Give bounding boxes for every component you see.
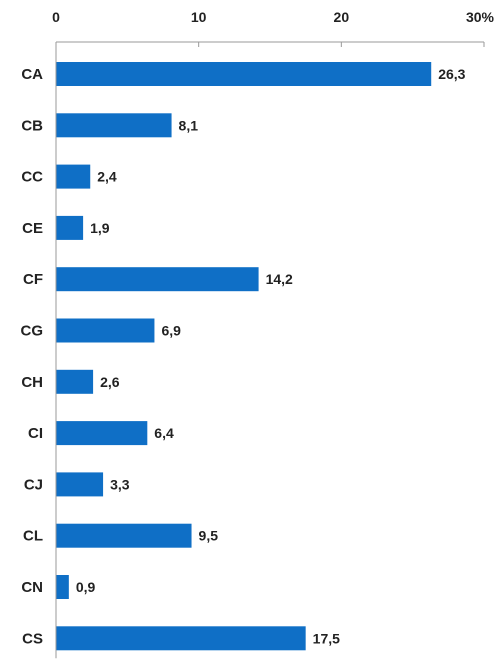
value-label-ci: 6,4 xyxy=(154,425,174,441)
axis-layer: 0 10 20 30% xyxy=(52,9,495,659)
value-label-cg: 6,9 xyxy=(161,323,181,339)
category-label-cf: CF xyxy=(23,271,43,288)
category-label-cl: CL xyxy=(23,528,43,545)
x-tick-label: 10 xyxy=(191,9,207,25)
value-label-ce: 1,9 xyxy=(90,220,110,236)
value-label-cb: 8,1 xyxy=(179,117,199,133)
bar-cc xyxy=(56,164,91,189)
bar-cb xyxy=(56,113,172,138)
value-label-cj: 3,3 xyxy=(110,476,130,492)
bar-ch xyxy=(56,369,94,394)
labels-layer: CA 26,3 CB 8,1 CC 2,4 CE 1,9 CF 14,2 CG 6,9 CH 2,6 CI 6… xyxy=(21,66,466,647)
category-label-cn: CN xyxy=(21,579,43,596)
bar-cs xyxy=(56,626,306,651)
bar-ci xyxy=(56,421,148,446)
bar-cj xyxy=(56,472,104,497)
x-tick-label: 30% xyxy=(466,9,495,25)
category-label-ca: CA xyxy=(21,66,43,83)
category-label-cg: CG xyxy=(21,323,44,340)
category-label-ci: CI xyxy=(28,425,43,442)
bar-ca xyxy=(56,62,432,86)
bar-ce xyxy=(56,215,84,240)
bar-cl xyxy=(56,523,192,548)
bar-cg xyxy=(56,318,155,343)
x-tick-label: 20 xyxy=(334,9,350,25)
category-label-cb: CB xyxy=(21,117,43,134)
value-label-ch: 2,6 xyxy=(100,374,120,390)
value-label-cn: 0,9 xyxy=(76,579,96,595)
category-label-ce: CE xyxy=(22,220,43,237)
bar-cf xyxy=(56,267,259,292)
category-label-cs: CS xyxy=(22,630,43,647)
value-label-ca: 26,3 xyxy=(438,66,465,82)
x-tick-label: 0 xyxy=(52,9,60,25)
bar-cn xyxy=(56,575,69,599)
category-label-cj: CJ xyxy=(24,476,43,493)
bars-layer xyxy=(56,62,432,651)
category-label-cc: CC xyxy=(21,169,43,186)
value-label-cc: 2,4 xyxy=(97,169,117,185)
value-label-cf: 14,2 xyxy=(266,271,293,287)
value-label-cl: 9,5 xyxy=(199,528,219,544)
category-label-ch: CH xyxy=(21,374,43,391)
value-label-cs: 17,5 xyxy=(313,630,340,646)
